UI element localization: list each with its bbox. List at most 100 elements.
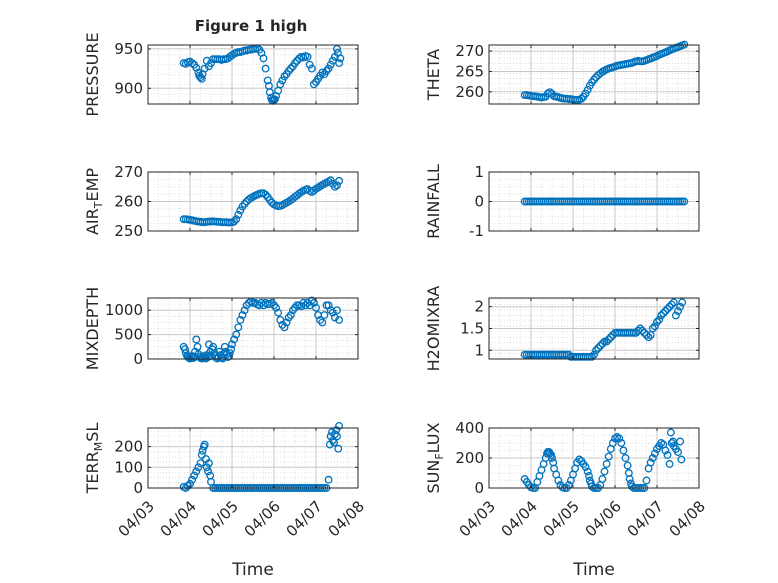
data-point [604, 452, 613, 461]
data-point [666, 428, 675, 437]
y-tick-label: 200 [455, 449, 484, 467]
y-tick-label: 265 [455, 62, 484, 80]
y-tick-label: 0 [474, 479, 484, 497]
data-point [335, 316, 344, 324]
data-point [545, 449, 554, 458]
y-axis-label: MIXDEPTH [83, 287, 102, 370]
data-point [263, 76, 272, 85]
data-point [602, 460, 611, 468]
data-point [309, 80, 318, 89]
data-point [587, 352, 596, 361]
data-point [200, 64, 209, 73]
data-point [196, 459, 205, 468]
data-point [646, 458, 655, 467]
y-tick-label: 1.5 [460, 320, 484, 338]
data-point [336, 54, 345, 63]
data-point [230, 217, 239, 226]
data-point [259, 54, 268, 63]
data-point [293, 56, 302, 65]
data-point [676, 437, 685, 446]
data-point [657, 311, 666, 320]
subplot-grid: 900 950 PRESSURE 260 265 270 THETA 250 260 270 AIR… [83, 32, 709, 580]
y-axis-label: RAINFALL [424, 164, 443, 239]
data-point [598, 339, 607, 348]
data-point [585, 472, 593, 480]
data-point [326, 60, 335, 69]
data-point [676, 302, 685, 311]
data-point [240, 199, 249, 208]
axes-box [147, 427, 359, 489]
x-axis-label: Time [231, 560, 274, 580]
y-tick-label: 400 [455, 419, 484, 437]
y-axis-label: H2OMIXRA [424, 286, 443, 372]
data-point [663, 451, 672, 459]
data-point [307, 296, 316, 305]
data-point [288, 306, 297, 315]
data-point [335, 421, 344, 430]
data-point [334, 444, 343, 453]
data-point [548, 454, 556, 462]
data-point [303, 52, 312, 61]
data-point [625, 475, 634, 483]
data-point [236, 316, 245, 324]
data-point [305, 60, 314, 69]
y-tick-label: 100 [114, 458, 143, 476]
data-point [309, 298, 318, 307]
y-tick-label: 200 [114, 438, 143, 456]
data-point [282, 318, 291, 327]
y-axis-label: PRESSURE [83, 32, 102, 116]
data-point [583, 467, 592, 476]
data-point [324, 64, 333, 73]
y-tick-label: 900 [114, 79, 143, 97]
data-point [202, 463, 211, 472]
data-point [642, 331, 651, 339]
y-tick-label: 270 [114, 163, 143, 181]
data-point [545, 88, 554, 97]
data-point [261, 190, 270, 199]
data-point [661, 446, 670, 455]
data-point [204, 459, 213, 468]
data-point [232, 330, 241, 339]
data-point [602, 337, 611, 346]
data-point [192, 335, 201, 344]
data-point [554, 476, 563, 485]
data-point [230, 335, 239, 344]
y-tick-label: 260 [114, 193, 143, 211]
figure-title: Figure 1 high [195, 17, 308, 35]
data-point [318, 318, 327, 327]
data-point [636, 324, 645, 333]
data-point [333, 306, 341, 315]
data-point [223, 353, 232, 361]
y-tick-label: 0 [133, 479, 143, 497]
y-axis-label: TERRMSL [83, 423, 105, 495]
data-point [197, 74, 206, 83]
data-point [648, 324, 657, 333]
data-point [301, 301, 310, 310]
y-tick-label: 1 [474, 341, 484, 359]
data-point [318, 68, 327, 77]
data-point [583, 85, 592, 94]
axes-box [147, 297, 359, 360]
data-point [228, 51, 236, 60]
data-point [678, 298, 687, 307]
data-point [333, 432, 341, 441]
data-point [604, 335, 613, 344]
data-point [653, 318, 661, 326]
data-point [286, 311, 295, 320]
data-point [272, 303, 281, 312]
data-point [324, 475, 333, 484]
data-point [581, 463, 590, 471]
data-point [193, 342, 202, 351]
data-point [638, 326, 647, 335]
data-point [619, 446, 628, 455]
data-point [608, 439, 617, 447]
data-point [232, 215, 241, 224]
data-point [307, 64, 316, 73]
data-point [674, 307, 682, 316]
data-point [274, 308, 283, 317]
data-point [299, 53, 308, 62]
data-point [600, 467, 609, 476]
y-tick-label: 950 [114, 40, 143, 58]
y-tick-label: 270 [455, 42, 484, 60]
subplot-6: 1 1.5 2 H2OMIXRA [424, 286, 700, 372]
